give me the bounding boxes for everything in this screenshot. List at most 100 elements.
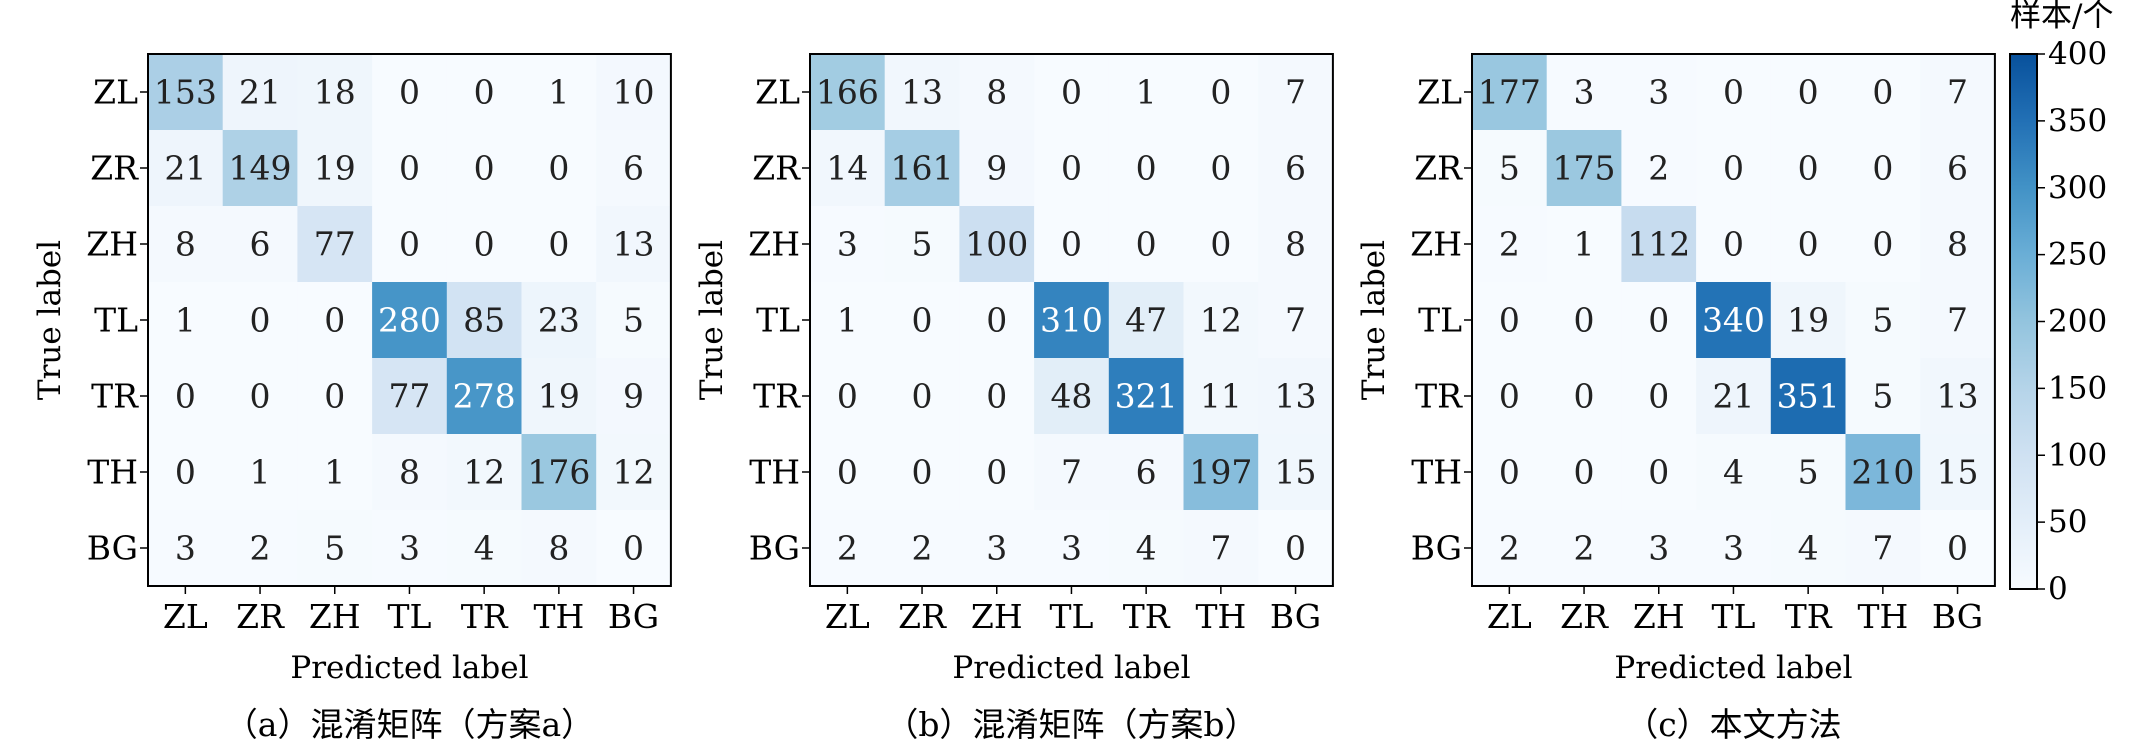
y-tick-label: TH xyxy=(87,453,138,492)
x-tick-label: TL xyxy=(1711,597,1755,636)
colorbar-tick-label: 200 xyxy=(2048,304,2107,340)
heatmap-cell xyxy=(1845,510,1921,587)
cell-value-label: 0 xyxy=(986,377,1007,416)
heatmap-cell xyxy=(1546,358,1622,435)
cell-value-label: 0 xyxy=(1499,301,1520,340)
cell-value-label: 7 xyxy=(1947,301,1968,340)
cell-value-label: 0 xyxy=(1648,377,1669,416)
cell-value-label: 2 xyxy=(837,529,858,568)
heatmap-cell xyxy=(1258,130,1334,207)
cell-value-label: 1 xyxy=(324,453,345,492)
heatmap-cell xyxy=(446,282,523,359)
heatmap-cell xyxy=(372,54,448,131)
heatmap-cell xyxy=(1696,130,1772,207)
heatmap-cell xyxy=(297,282,373,359)
cell-value-label: 21 xyxy=(164,149,206,188)
heatmap-cell xyxy=(1472,358,1548,435)
cell-value-label: 0 xyxy=(1574,377,1595,416)
heatmap-cell xyxy=(1546,282,1622,359)
cell-value-label: 5 xyxy=(912,225,933,264)
heatmap-cell xyxy=(372,282,448,359)
heatmap-cell xyxy=(1108,206,1185,283)
cell-value-label: 7 xyxy=(1210,529,1231,568)
cell-value-label: 1 xyxy=(250,453,271,492)
cell-value-label: 3 xyxy=(1648,73,1669,112)
cell-value-label: 280 xyxy=(378,301,441,340)
y-tick-label: ZH xyxy=(1410,225,1462,264)
x-tick-label: ZH xyxy=(309,597,361,636)
cell-value-label: 0 xyxy=(1574,453,1595,492)
colorbar: 样本/个 0 50 100 150 200 250 300 350 400 xyxy=(2009,0,2113,607)
heatmap-cell xyxy=(148,510,224,587)
heatmap-cell xyxy=(596,434,672,511)
heatmap-cell xyxy=(1920,130,1996,207)
cell-value-label: 0 xyxy=(474,149,495,188)
heatmap-cell xyxy=(222,358,298,435)
x-tick-label: TH xyxy=(1857,597,1908,636)
heatmap-cell xyxy=(1546,54,1622,131)
cell-value-label: 6 xyxy=(1136,453,1157,492)
cell-value-label: 4 xyxy=(1136,529,1157,568)
cell-value-label: 0 xyxy=(912,301,933,340)
heatmap-cell xyxy=(222,282,298,359)
heatmap-cell xyxy=(521,206,597,283)
cell-value-label: 7 xyxy=(1872,529,1893,568)
cell-value-label: 100 xyxy=(965,225,1028,264)
cell-value-label: 177 xyxy=(1478,73,1541,112)
y-tick-label: ZH xyxy=(86,225,138,264)
cell-value-label: 5 xyxy=(1872,301,1893,340)
heatmap-cell xyxy=(297,206,373,283)
heatmap-cell xyxy=(959,130,1035,207)
heatmap-cell xyxy=(1472,282,1548,359)
cell-value-label: 7 xyxy=(1947,73,1968,112)
heatmap-cell xyxy=(222,130,298,207)
heatmap-cell xyxy=(148,282,224,359)
heatmap-cell xyxy=(297,510,373,587)
heatmap-cell xyxy=(446,510,523,587)
heatmap-cell xyxy=(222,434,298,511)
heatmap-cell xyxy=(810,434,886,511)
heatmap-cell xyxy=(222,54,298,131)
heatmap-cell xyxy=(810,358,886,435)
heatmap-cell xyxy=(297,358,373,435)
y-tick-label: ZL xyxy=(1417,73,1462,112)
heatmap-cell xyxy=(596,282,672,359)
heatmap-cell xyxy=(1696,54,1772,131)
heatmap-cell xyxy=(1770,358,1847,435)
y-tick-label: TH xyxy=(1411,453,1462,492)
cell-value-label: 5 xyxy=(1798,453,1819,492)
cell-value-label: 0 xyxy=(837,377,858,416)
cell-value-label: 0 xyxy=(474,73,495,112)
cell-value-label: 1 xyxy=(837,301,858,340)
panel-caption: （a）混淆矩阵（方案a） xyxy=(225,705,594,741)
heatmap-cell xyxy=(1845,130,1921,207)
heatmap-cell xyxy=(1621,358,1697,435)
heatmap-cell xyxy=(1770,130,1847,207)
cell-value-label: 3 xyxy=(399,529,420,568)
heatmap-cell xyxy=(1920,282,1996,359)
cell-value-label: 5 xyxy=(623,301,644,340)
cell-value-label: 210 xyxy=(1851,453,1914,492)
cell-value-label: 5 xyxy=(1499,149,1520,188)
x-axis-title: Predicted label xyxy=(1614,650,1852,686)
cell-value-label: 0 xyxy=(1210,73,1231,112)
heatmap-cell xyxy=(148,54,224,131)
cell-value-label: 12 xyxy=(613,453,655,492)
cell-value-label: 3 xyxy=(175,529,196,568)
heatmap-cell xyxy=(1183,282,1259,359)
cell-value-label: 7 xyxy=(1061,453,1082,492)
heatmap-cell xyxy=(1034,510,1110,587)
x-tick-label: TL xyxy=(1049,597,1093,636)
heatmap-cell xyxy=(1258,434,1334,511)
colorbar-tick-label: 400 xyxy=(2048,36,2107,72)
cell-value-label: 14 xyxy=(826,149,868,188)
colorbar-tick-label: 350 xyxy=(2048,103,2107,139)
cell-value-label: 0 xyxy=(837,453,858,492)
cell-value-label: 8 xyxy=(986,73,1007,112)
heatmap-cell xyxy=(1621,510,1697,587)
heatmap-cell xyxy=(959,54,1035,131)
cell-value-label: 166 xyxy=(816,73,879,112)
cell-value-label: 13 xyxy=(1275,377,1317,416)
cell-value-label: 0 xyxy=(1574,301,1595,340)
heatmap-cell xyxy=(959,206,1035,283)
